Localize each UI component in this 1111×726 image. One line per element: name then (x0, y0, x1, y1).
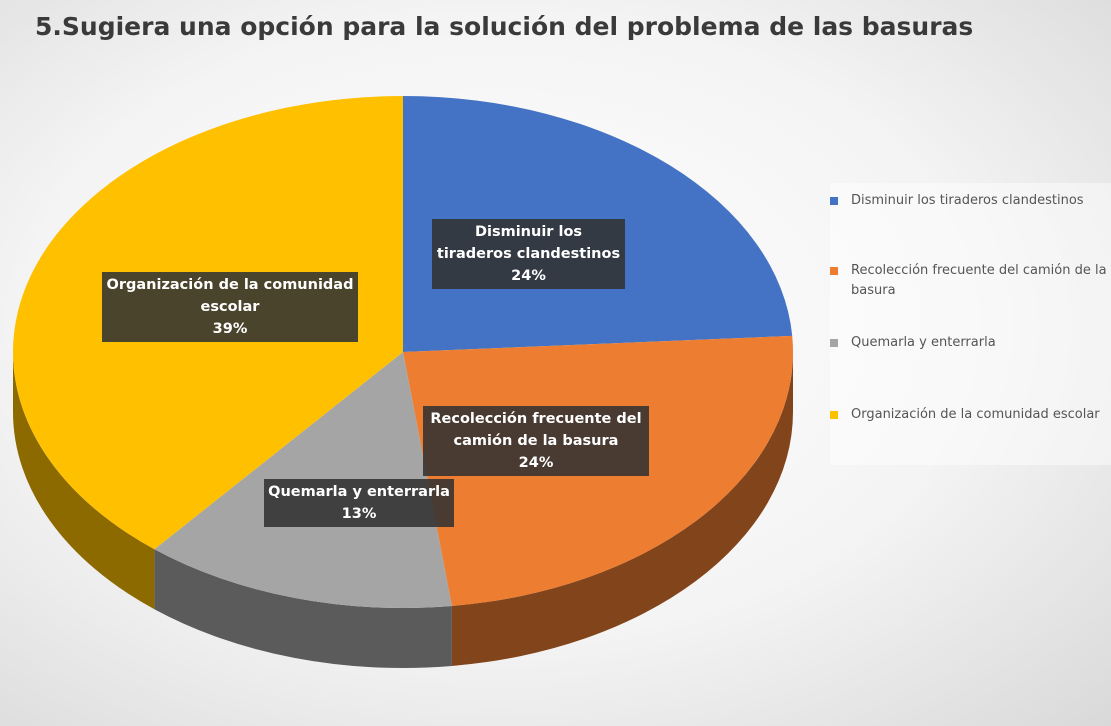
legend: Disminuir los tiraderos clandestinos Reco… (830, 183, 1111, 465)
slice-side (154, 549, 452, 668)
legend-label: Quemarla y enterrarla (851, 335, 996, 350)
data-label: Quemarla y enterrarla 13% (264, 479, 454, 527)
data-label-name: Disminuir los tiraderos clandestinos (436, 224, 621, 262)
data-label-name: Quemarla y enterrarla (268, 484, 450, 500)
data-label-value: 24% (518, 455, 554, 471)
data-label-value: 39% (212, 321, 248, 337)
data-label: Recolección frecuente del camión de la b… (423, 406, 649, 476)
data-label-name: Organización de la comunidad escolar (106, 277, 354, 315)
legend-swatch (830, 267, 838, 275)
legend-swatch (830, 197, 838, 205)
slice-side (451, 352, 793, 666)
legend-swatch (830, 411, 838, 419)
legend-label: Organización de la comunidad escolar (851, 407, 1100, 422)
slice-side (13, 352, 155, 610)
data-label-name: Recolección frecuente del camión de la b… (430, 411, 642, 449)
legend-swatch (830, 339, 838, 347)
legend-label: Disminuir los tiraderos clandestinos (851, 193, 1084, 208)
data-label: Organización de la comunidad escolar 39% (102, 272, 358, 342)
data-label: Disminuir los tiraderos clandestinos 24% (432, 219, 625, 289)
data-label-value: 24% (511, 268, 546, 284)
legend-label: Recolección frecuente del camión de la b… (851, 263, 1107, 298)
data-label-value: 13% (341, 506, 377, 522)
chart-title: 5.Sugiera una opción para la solución de… (35, 12, 974, 41)
